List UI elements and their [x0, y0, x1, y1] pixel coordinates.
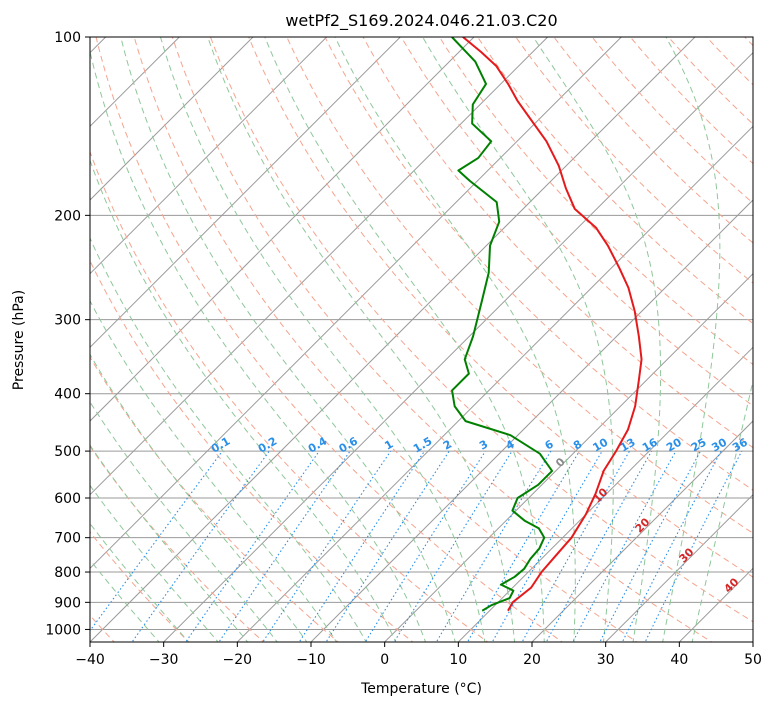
dry-adiabat-line: [515, 37, 753, 284]
mixing-ratio-line: [298, 450, 425, 642]
dry-adiabat-line: [90, 356, 339, 642]
isotherm-line: [90, 37, 475, 422]
x-tick-label: 10: [449, 652, 467, 668]
chart-title: wetPf2_S169.2024.046.21.03.C20: [285, 11, 557, 31]
moist-adiabat-line: [90, 444, 249, 642]
moist-adiabat-line: [120, 37, 456, 642]
x-tick-label: −20: [223, 652, 253, 668]
isotherm-gridlines: [90, 37, 753, 642]
mixing-ratio-line: [599, 450, 702, 642]
isotherm-line: [531, 420, 753, 642]
y-tick-label: 300: [54, 313, 81, 329]
dry-adiabat-line: [133, 37, 638, 642]
series-line-0: [462, 37, 643, 612]
moist-adiabat-line: [662, 37, 721, 642]
isotherm-line: [90, 37, 254, 201]
y-axis-ticks: 1000 900 800 700 600 500 400 300 200 100: [45, 30, 90, 638]
moist-adiabat-line: [90, 353, 308, 642]
moist-adiabat-line: [207, 37, 516, 642]
y-tick-label: 900: [54, 595, 81, 611]
x-tick-label: 50: [744, 652, 762, 668]
moist-adiabats: [90, 37, 753, 642]
moist-adiabat-line: [532, 37, 662, 642]
x-tick-label: 40: [670, 652, 688, 668]
moist-adiabat-line: [90, 236, 367, 642]
isotherm-line: [163, 51, 753, 642]
isotherm-line: [90, 37, 401, 349]
x-tick-label: 0: [380, 652, 389, 668]
x-axis-ticks: −40 −30 −20 −10 0 10 20 30 40 50: [75, 642, 762, 668]
mixing-ratio-line: [364, 450, 486, 642]
mixing-ratio-line: [262, 450, 392, 642]
mixing-ratio-line: [185, 450, 320, 642]
moist-adiabat-line: [90, 484, 219, 642]
series-line-1: [451, 37, 554, 612]
dry-adiabat-line: [209, 37, 753, 623]
mixing-ratio-line: [466, 450, 580, 642]
isotherm-line: [310, 199, 753, 642]
isotherm-line: [90, 37, 328, 275]
y-tick-label: 200: [54, 208, 81, 224]
mixing-ratio-line: [621, 450, 722, 642]
isotherm-line: [384, 272, 753, 642]
plot-frame: [89, 36, 754, 643]
mixing-ratio-line: [90, 450, 223, 632]
x-tick-label: −40: [75, 652, 105, 668]
moist-adiabat-line: [90, 559, 160, 642]
mixing-ratio-line: [393, 450, 513, 642]
plot-area: -100-90-80-70-60-50-40-30-20-100.10.20.4…: [90, 37, 753, 642]
y-tick-label: 1000: [45, 622, 81, 638]
x-tick-label: 20: [523, 652, 541, 668]
isotherm-line: [605, 493, 753, 642]
moist-adiabat-line: [422, 37, 614, 642]
isotherm-line: [236, 125, 753, 642]
mixing-ratio-lines: [90, 450, 743, 642]
y-axis-label: Pressure (hPa): [11, 290, 27, 390]
y-tick-label: 600: [54, 491, 81, 507]
x-tick-label: −10: [296, 652, 326, 668]
moist-adiabat-line: [334, 37, 576, 642]
mixing-ratio-line: [218, 450, 351, 642]
isotherm-line: [90, 37, 549, 496]
isotherm-line: [457, 346, 753, 642]
mixing-ratio-line: [325, 450, 450, 642]
moist-adiabat-line: [90, 49, 427, 642]
mixing-ratio-line: [131, 450, 270, 642]
y-tick-label: 100: [54, 30, 81, 46]
y-tick-label: 700: [54, 531, 81, 547]
isotherm-line: [90, 37, 696, 642]
moist-adiabat-line: [160, 37, 486, 642]
x-axis-label: Temperature (°C): [360, 681, 482, 697]
x-tick-label: 30: [597, 652, 615, 668]
sounding-profiles: [451, 37, 643, 612]
isobar-gridlines: [90, 37, 753, 630]
y-tick-label: 400: [54, 387, 81, 403]
y-tick-label: 500: [54, 444, 81, 460]
moist-adiabat-line: [90, 159, 397, 642]
isotherm-line: [90, 37, 622, 570]
moist-adiabat-line: [691, 378, 753, 642]
dry-adiabat-line: [90, 150, 489, 642]
dry-adiabat-line: [90, 259, 414, 642]
y-tick-label: 800: [54, 565, 81, 581]
dry-adiabat-line: [95, 37, 564, 642]
moist-adiabat-line: [264, 37, 545, 642]
moist-adiabat-line: [90, 401, 278, 642]
x-tick-label: −30: [149, 652, 179, 668]
moist-adiabat-line: [90, 299, 338, 642]
moist-adiabat-line: [90, 522, 190, 642]
mixing-ratio-line: [572, 450, 677, 642]
